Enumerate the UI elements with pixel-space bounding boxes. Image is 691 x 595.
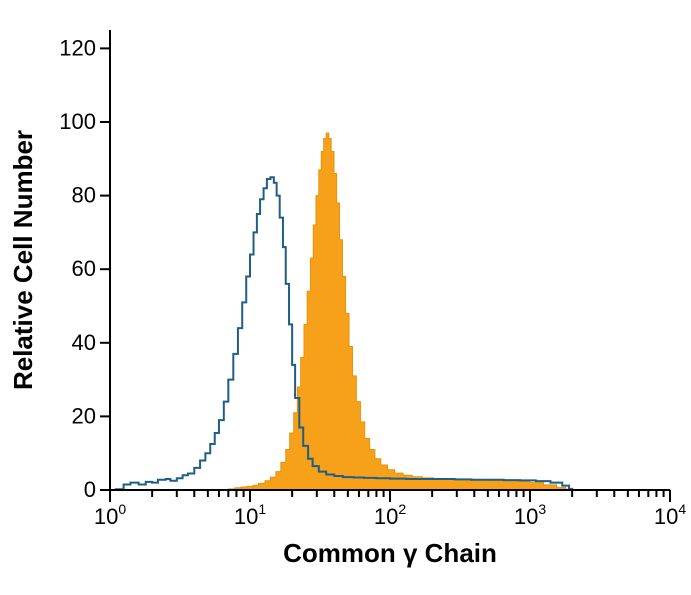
x-tick-label: 102 bbox=[374, 501, 406, 529]
x-axis-title: Common γ Chain bbox=[283, 538, 497, 568]
y-tick-label: 60 bbox=[72, 256, 96, 281]
x-tick-label: 100 bbox=[94, 501, 126, 529]
y-tick-label: 100 bbox=[59, 109, 96, 134]
x-tick-label: 101 bbox=[234, 501, 266, 529]
x-tick-label: 104 bbox=[654, 501, 686, 529]
histogram-chart: 0 20 40 60 80 100 120 100 101 102 103 104 Common γ C… bbox=[0, 0, 691, 595]
y-axis-title: Relative Cell Number bbox=[8, 130, 38, 390]
y-tick-label: 0 bbox=[84, 477, 96, 502]
x-tick-label: 103 bbox=[514, 501, 546, 529]
y-tick-label: 120 bbox=[59, 35, 96, 60]
y-tick-label: 20 bbox=[72, 403, 96, 428]
y-tick-label: 80 bbox=[72, 183, 96, 208]
y-tick-label: 40 bbox=[72, 330, 96, 355]
chart-svg: 0 20 40 60 80 100 120 100 101 102 103 104 Common γ C… bbox=[0, 0, 691, 595]
